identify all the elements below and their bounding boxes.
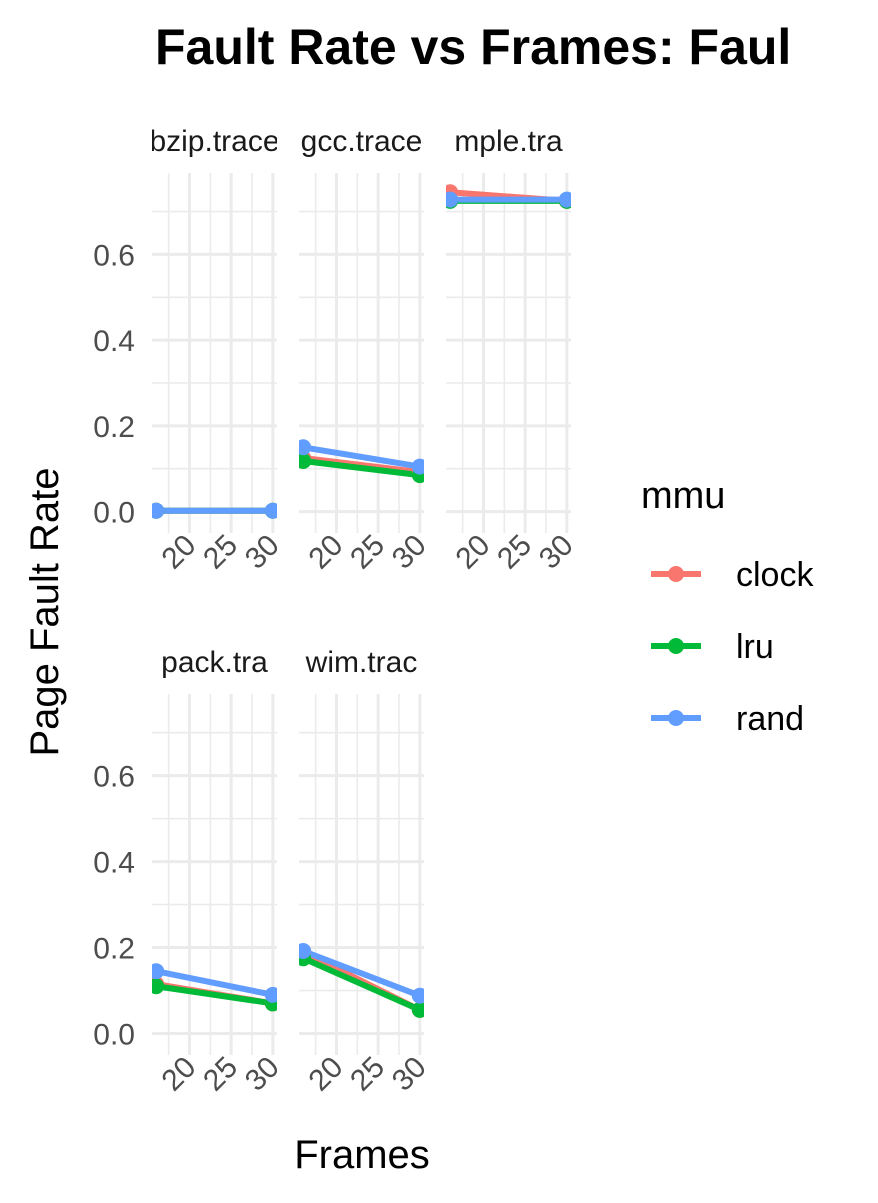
x-tick-label: 20 bbox=[303, 529, 350, 576]
strip-label: wim.trac bbox=[305, 646, 418, 679]
data-point-rand bbox=[411, 987, 424, 1004]
strip-label: gcc.trace bbox=[301, 125, 423, 158]
panel-data bbox=[152, 502, 277, 519]
data-point-rand bbox=[264, 502, 277, 519]
y-tick-label: 0.0 bbox=[93, 1019, 135, 1052]
data-point-lru bbox=[411, 1001, 424, 1018]
y-tick-label: 0.6 bbox=[93, 239, 135, 272]
y-tick-label: 0.0 bbox=[93, 497, 135, 530]
y-tick-label: 0.6 bbox=[93, 761, 135, 794]
x-tick-label: 25 bbox=[491, 529, 538, 576]
data-point-lru bbox=[299, 453, 312, 469]
y-tick-label: 0.4 bbox=[93, 325, 135, 358]
y-tick-label: 0.2 bbox=[93, 411, 135, 444]
x-tick-label: 20 bbox=[156, 529, 203, 576]
data-point-rand bbox=[299, 439, 312, 456]
strip-label: bzip.trace bbox=[149, 125, 279, 158]
x-axis-label: Frames bbox=[294, 1133, 430, 1177]
series-line-lru bbox=[301, 955, 422, 1013]
data-point-lru bbox=[152, 978, 165, 995]
chart-title: Fault Rate vs Frames: Faul bbox=[155, 19, 791, 75]
x-tick-label: 25 bbox=[197, 529, 244, 576]
series-line-lru bbox=[155, 983, 274, 1007]
series-line-rand bbox=[302, 444, 421, 470]
x-tick-label: 20 bbox=[303, 1051, 350, 1098]
x-tick-label: 20 bbox=[156, 1051, 203, 1098]
x-tick-label: 30 bbox=[386, 529, 433, 576]
x-tick-label: 25 bbox=[344, 1051, 391, 1098]
data-point-rand bbox=[264, 986, 277, 1003]
legend-title: mmu bbox=[641, 475, 725, 517]
legend-key-point bbox=[668, 566, 684, 582]
y-axis-label: Page Fault Rate bbox=[23, 467, 67, 756]
strip-label: mple.tra bbox=[454, 125, 563, 158]
x-tick-label: 20 bbox=[450, 529, 497, 576]
x-tick-label: 25 bbox=[197, 1051, 244, 1098]
x-tick-label: 25 bbox=[344, 529, 391, 576]
strip-label: pack.tra bbox=[161, 646, 268, 679]
legend-key-point bbox=[668, 638, 684, 654]
legend-item-rand: rand bbox=[651, 700, 804, 738]
panel-data bbox=[299, 439, 424, 484]
legend-label: clock bbox=[736, 556, 814, 594]
panel-data bbox=[299, 943, 424, 1018]
x-tick-label: 30 bbox=[533, 529, 580, 576]
legend-label: lru bbox=[736, 628, 774, 666]
data-point-rand bbox=[558, 191, 571, 208]
panel-data bbox=[446, 184, 571, 209]
data-point-rand bbox=[411, 458, 424, 475]
x-tick-label: 30 bbox=[239, 1051, 286, 1098]
legend: mmu clock lru rand bbox=[641, 475, 814, 738]
data-point-rand bbox=[152, 502, 165, 519]
data-point-rand bbox=[152, 963, 165, 980]
series-line-lru bbox=[302, 458, 421, 479]
series-line-rand bbox=[155, 968, 274, 998]
data-point-rand bbox=[299, 943, 312, 959]
series-line-rand bbox=[302, 948, 421, 999]
x-tick-label: 30 bbox=[239, 529, 286, 576]
legend-item-lru: lru bbox=[651, 628, 774, 666]
data-point-rand bbox=[446, 191, 459, 208]
legend-item-clock: clock bbox=[651, 556, 814, 594]
y-tick-label: 0.4 bbox=[93, 847, 135, 880]
legend-label: rand bbox=[736, 700, 804, 738]
x-tick-label: 30 bbox=[386, 1051, 433, 1098]
legend-key-point bbox=[668, 710, 684, 726]
panel-data bbox=[152, 963, 277, 1012]
y-tick-label: 0.2 bbox=[93, 933, 135, 966]
